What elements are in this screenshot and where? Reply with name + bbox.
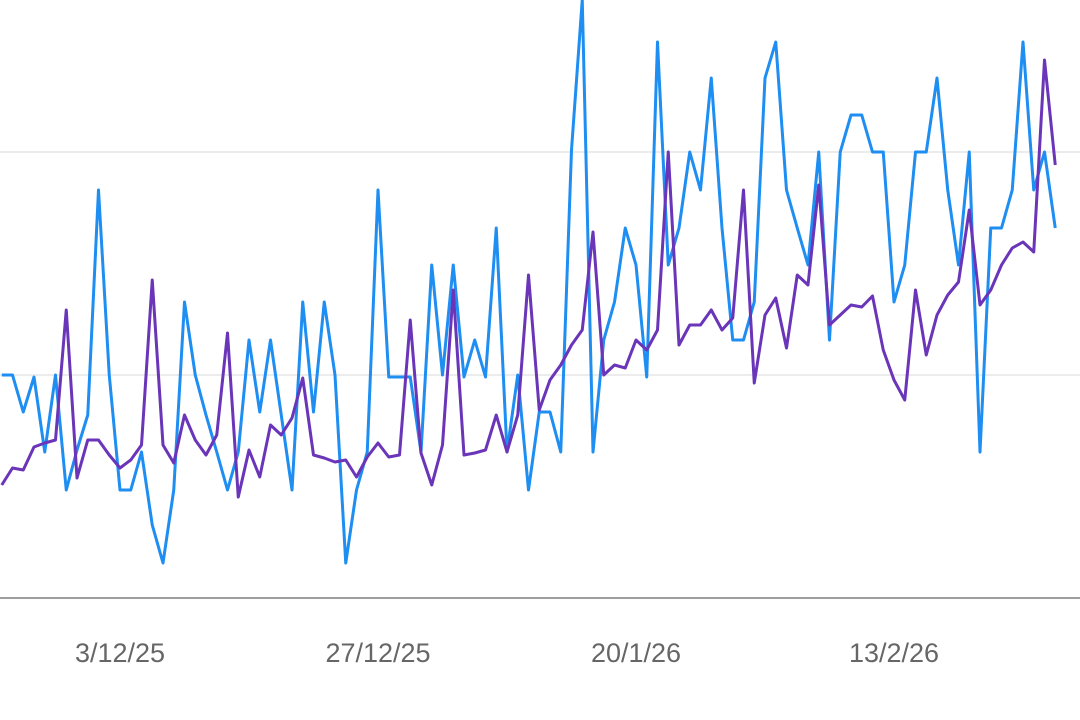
series-line [1,0,1057,565]
series-line [0,58,1057,499]
x-tick-label: 27/12/25 [325,638,430,668]
x-tick-label: 3/12/25 [75,638,165,668]
x-tick-label: 13/2/26 [849,638,939,668]
x-tick-label: 20/1/26 [591,638,681,668]
